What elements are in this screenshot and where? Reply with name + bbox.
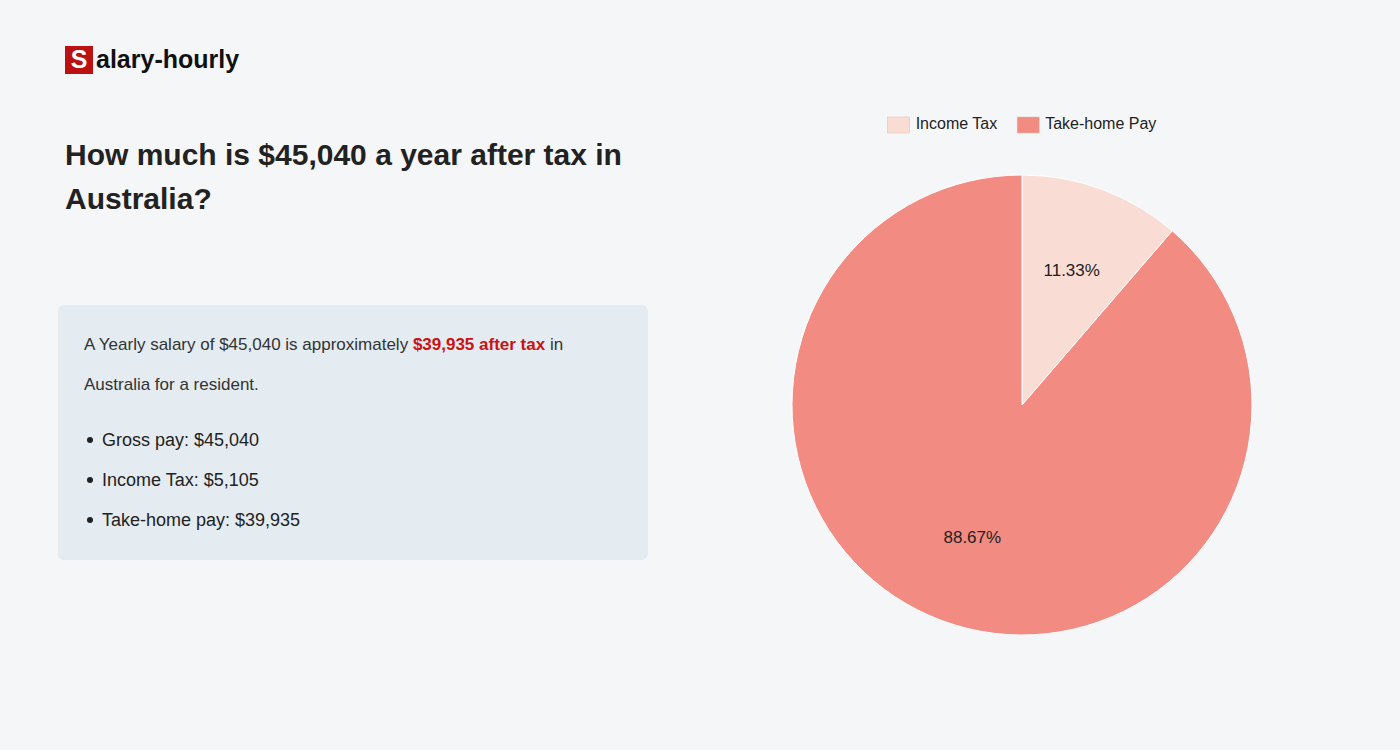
legend-item: Income Tax xyxy=(888,115,998,133)
background xyxy=(0,0,1400,750)
bullet-text: Take-home pay: $39,935 xyxy=(102,510,300,530)
bullet xyxy=(87,477,93,483)
info-box xyxy=(58,305,648,560)
info-text: Australia for a resident. xyxy=(84,375,259,394)
bullet-text: Gross pay: $45,040 xyxy=(102,430,259,450)
info-line: A Yearly salary of $45,040 is approximat… xyxy=(84,335,563,354)
bullet xyxy=(87,437,93,443)
legend-swatch xyxy=(888,117,910,133)
bullet xyxy=(87,517,93,523)
info-text: in xyxy=(545,335,563,354)
data-label: 11.33% xyxy=(1043,261,1099,280)
legend: Income Tax Take-home Pay xyxy=(888,115,1157,133)
bullet-text: Income Tax: $5,105 xyxy=(102,470,259,490)
legend-item: Take-home Pay xyxy=(1017,115,1156,133)
legend-swatch xyxy=(1017,117,1039,133)
info-highlight: $39,935 after tax xyxy=(413,335,546,354)
title: How much is $45,040 a year after tax in xyxy=(65,138,622,171)
logo-letter: S xyxy=(71,45,88,73)
legend-label: Take-home Pay xyxy=(1045,115,1156,132)
legend-label: Income Tax xyxy=(916,115,998,132)
chart-root: Salary-hourly How much is $45,040 a year … xyxy=(0,0,1400,750)
pie xyxy=(792,175,1252,635)
data-label: 88.67% xyxy=(943,528,1001,547)
data-labels: 11.33% 88.67% xyxy=(943,261,1099,547)
title: Australia? xyxy=(65,182,212,215)
pie-slice xyxy=(792,175,1252,635)
info-text: A Yearly salary of $45,040 is approximat… xyxy=(84,335,413,354)
logo-text: alary-hourly xyxy=(96,45,239,73)
